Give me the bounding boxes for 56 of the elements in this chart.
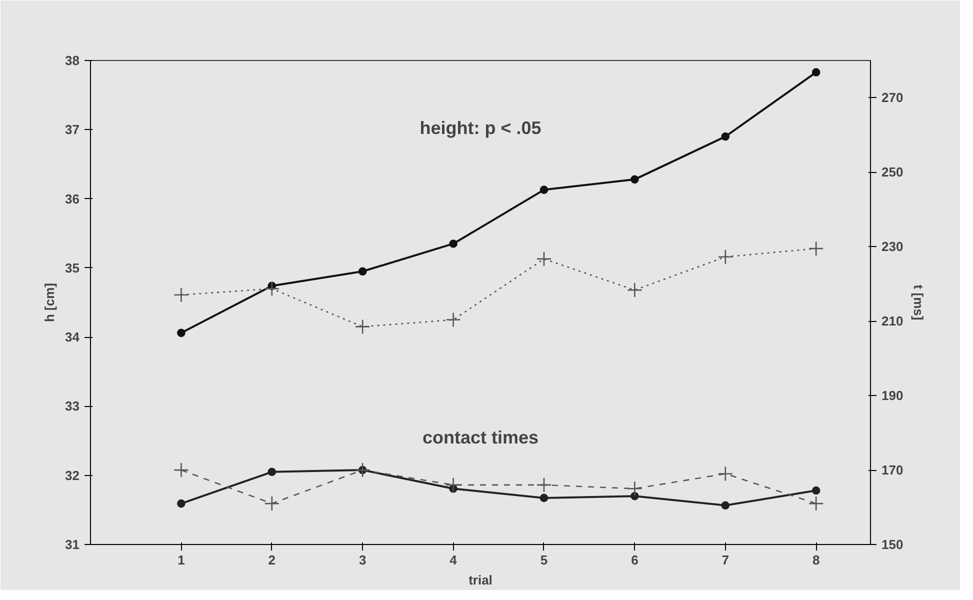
point (446, 312, 461, 328)
y2-tick-label: 230 (882, 239, 904, 254)
y2-tick-label: 250 (882, 164, 904, 180)
point (721, 132, 730, 141)
y-tick-label: 37 (65, 122, 80, 138)
x-tick-label: 5 (540, 552, 548, 568)
point (174, 462, 189, 478)
point (358, 267, 367, 276)
point (268, 468, 276, 476)
x-tick-label: 4 (450, 552, 458, 568)
annotation: height: p < .05 (420, 118, 542, 138)
point (718, 249, 734, 265)
x-tick-label: 7 (722, 552, 730, 568)
point (630, 175, 639, 184)
y2-tick-label: 170 (882, 462, 904, 478)
x-tick-label: 8 (812, 552, 820, 568)
annotation: contact times (422, 428, 539, 448)
point (540, 494, 548, 502)
x-tick-label: 1 (178, 552, 185, 568)
y2-tick-label: 270 (882, 90, 904, 106)
point (354, 319, 370, 334)
point (354, 462, 370, 478)
point (536, 477, 552, 493)
point (812, 486, 820, 495)
y2-tick-label: 150 (882, 537, 904, 552)
point (174, 287, 189, 303)
point (264, 496, 280, 512)
point (177, 328, 186, 338)
y-tick-label: 35 (65, 260, 80, 276)
point (808, 240, 824, 256)
point (446, 477, 461, 493)
point (540, 186, 548, 194)
point (812, 68, 820, 76)
point (449, 240, 458, 248)
point (627, 481, 642, 496)
y-tick-label: 34 (65, 330, 80, 345)
y-tick-label: 33 (65, 398, 80, 414)
x-tick-label: 6 (631, 552, 638, 568)
point (808, 496, 824, 512)
x-tick-label: 3 (358, 552, 366, 568)
y-tick-label: 32 (65, 468, 80, 483)
point (536, 251, 552, 267)
y-axis-title: h [cm] (42, 283, 58, 322)
y2-tick-label: 210 (882, 314, 904, 329)
point (718, 466, 734, 482)
y2-axis-title: t [ms] (911, 284, 926, 320)
point (264, 281, 280, 296)
y2-tick-label: 190 (882, 388, 904, 404)
x-tick-label: 2 (268, 552, 276, 568)
x-axis-title: trial (468, 572, 492, 588)
y-tick-label: 38 (65, 53, 80, 68)
point (721, 501, 730, 510)
point (177, 499, 186, 508)
y-tick-label: 31 (65, 537, 80, 552)
y-tick-label: 36 (65, 191, 80, 206)
point (627, 282, 642, 298)
